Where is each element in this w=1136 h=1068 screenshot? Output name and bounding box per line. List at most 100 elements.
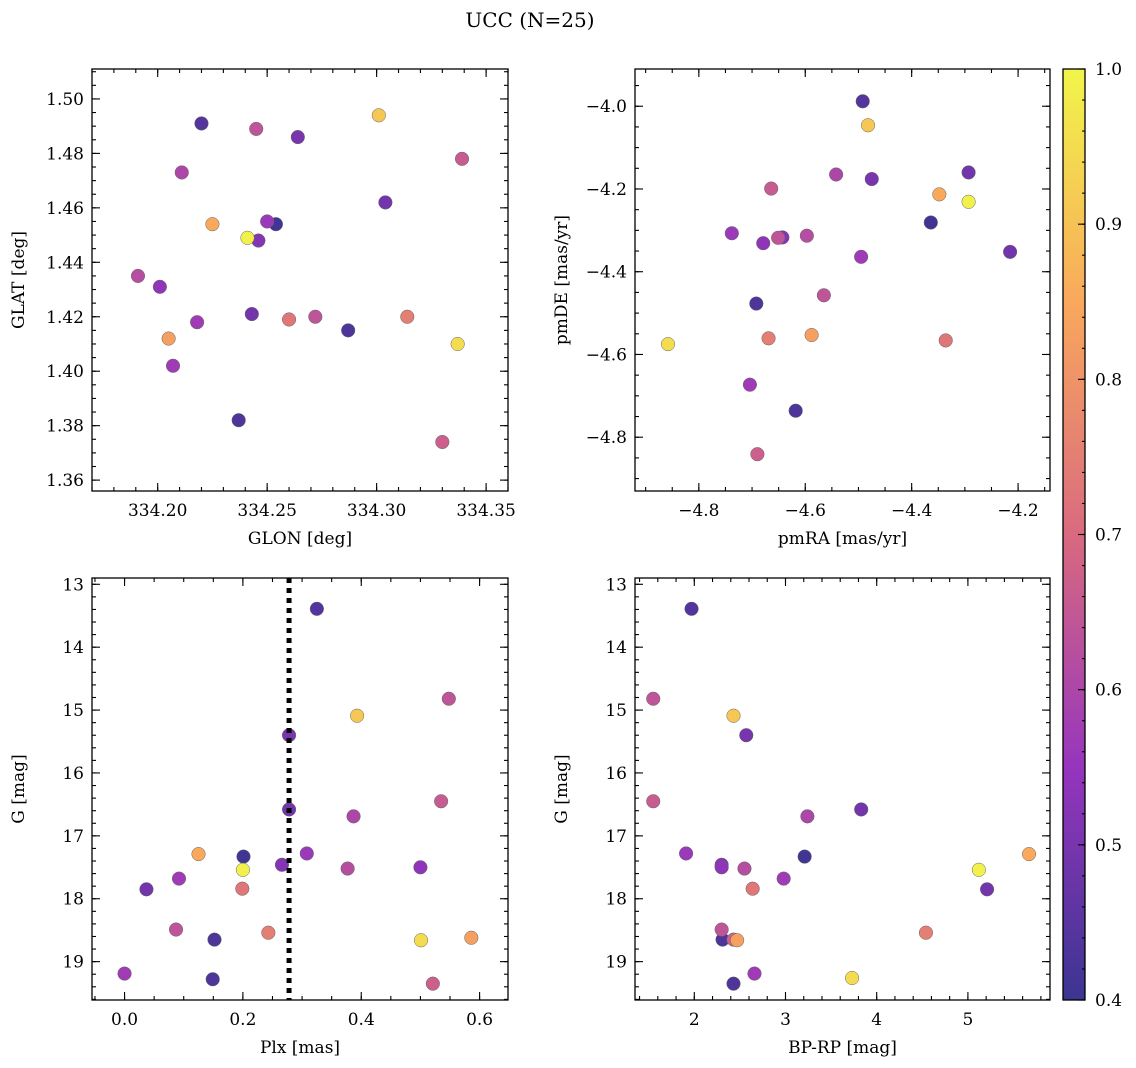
y-tick-label: 15 (605, 701, 627, 721)
data-point (714, 860, 729, 875)
data-point (450, 336, 465, 352)
data-point (1021, 847, 1037, 862)
data-point (646, 794, 661, 809)
y-tick-label: 1.42 (46, 308, 84, 328)
colorbar-tick-label: 0.9 (1095, 215, 1122, 235)
colorbar-tick-label: 0.6 (1095, 681, 1122, 701)
panel-1: 334.20 334.25 334.30 334.35 1.36 1.38 1.40 1.42… (9, 68, 516, 549)
data-point (800, 809, 815, 824)
data-point (400, 309, 415, 324)
data-point (961, 194, 976, 209)
x-tick-label: 0.4 (348, 1010, 375, 1030)
x-axis-label: BP-RP [mag] (788, 1038, 897, 1058)
y-tick-label: −4.8 (586, 428, 627, 448)
data-point (435, 434, 450, 450)
x-tick-label: 0.2 (229, 1010, 256, 1030)
data-point (739, 728, 754, 743)
y-tick-label: 19 (605, 953, 627, 973)
data-point (139, 882, 154, 897)
y-tick-label: 14 (62, 638, 84, 658)
x-tick-label: 0.6 (466, 1010, 493, 1030)
y-axis-label: GLAT [deg] (9, 231, 29, 329)
y-tick-label: 18 (605, 890, 627, 910)
x-axis-label: pmRA [mas/yr] (778, 529, 907, 549)
points (646, 601, 1037, 991)
colorbar-tick-label: 1.0 (1095, 60, 1122, 80)
data-point (1003, 244, 1018, 259)
data-point (235, 862, 250, 877)
data-point (249, 121, 264, 136)
x-tick-label: 0.0 (111, 1010, 138, 1030)
data-point (788, 403, 803, 418)
y-tick-label: 1.38 (46, 417, 84, 437)
data-point (341, 323, 356, 338)
data-point (464, 930, 479, 945)
points (117, 601, 479, 991)
y-tick-label: 17 (62, 827, 84, 847)
points (130, 108, 470, 450)
y-tick-label: 16 (605, 764, 627, 784)
colorbar-tick-label: 0.8 (1095, 370, 1122, 390)
x-axis-label: Plx [mas] (260, 1038, 340, 1058)
data-point (845, 970, 860, 986)
data-point (724, 226, 739, 241)
data-point (737, 861, 752, 876)
data-point (350, 708, 365, 723)
points (660, 94, 1018, 462)
data-point (726, 976, 741, 991)
y-tick-label: 1.50 (46, 90, 84, 110)
data-point (340, 861, 355, 876)
data-point (260, 214, 275, 229)
y-axis-label: pmDE [mas/yr] (552, 215, 572, 345)
data-point (854, 249, 869, 264)
data-point (764, 181, 779, 196)
data-point (425, 976, 440, 991)
data-point (191, 847, 206, 862)
data-point (938, 333, 953, 348)
data-point (932, 187, 947, 202)
colorbar-fill (1063, 69, 1085, 1000)
panels: 334.20 334.25 334.30 334.35 1.36 1.38 1.40 1.42… (9, 68, 1051, 1058)
data-point (194, 116, 209, 131)
data-point (860, 118, 876, 133)
data-point (799, 228, 814, 243)
colorbar-tick-label: 0.4 (1095, 991, 1122, 1011)
y-tick-label: 14 (605, 638, 627, 658)
data-point (205, 217, 220, 232)
x-tick-label: 4 (871, 1010, 882, 1030)
data-point (804, 327, 819, 343)
data-point (854, 802, 869, 817)
data-point (309, 601, 324, 616)
plot-frame (91, 577, 509, 1001)
data-point (236, 849, 251, 864)
x-tick-label: 2 (689, 1010, 700, 1030)
y-tick-label: 1.40 (46, 362, 84, 382)
data-point (771, 230, 786, 245)
x-tick-label: −4.8 (678, 501, 719, 521)
data-point (231, 413, 246, 428)
data-point (434, 794, 449, 809)
data-point (918, 925, 934, 940)
plot-frame (91, 68, 509, 492)
data-point (161, 331, 176, 346)
data-point (371, 108, 386, 123)
x-tick-label: 334.20 (128, 501, 187, 521)
data-point (244, 306, 259, 322)
data-point (961, 165, 976, 180)
y-tick-label: −4.4 (586, 263, 627, 283)
x-tick-label: −4.6 (785, 501, 826, 521)
data-point (923, 215, 938, 230)
plot-frame (634, 68, 1051, 492)
data-point (441, 691, 456, 706)
data-point (152, 279, 167, 294)
data-point (240, 230, 255, 245)
data-point (742, 377, 757, 392)
data-point (646, 691, 661, 706)
panel-3: 0.0 0.2 0.4 0.6 13 14 15 16 17 18 19 Plx [mas] G [ma… (9, 575, 509, 1058)
data-point (747, 966, 762, 981)
data-point (855, 94, 870, 109)
figure-title: UCC (N=25) (465, 8, 594, 32)
data-point (207, 932, 222, 947)
y-axis-label: G [mag] (9, 754, 29, 823)
